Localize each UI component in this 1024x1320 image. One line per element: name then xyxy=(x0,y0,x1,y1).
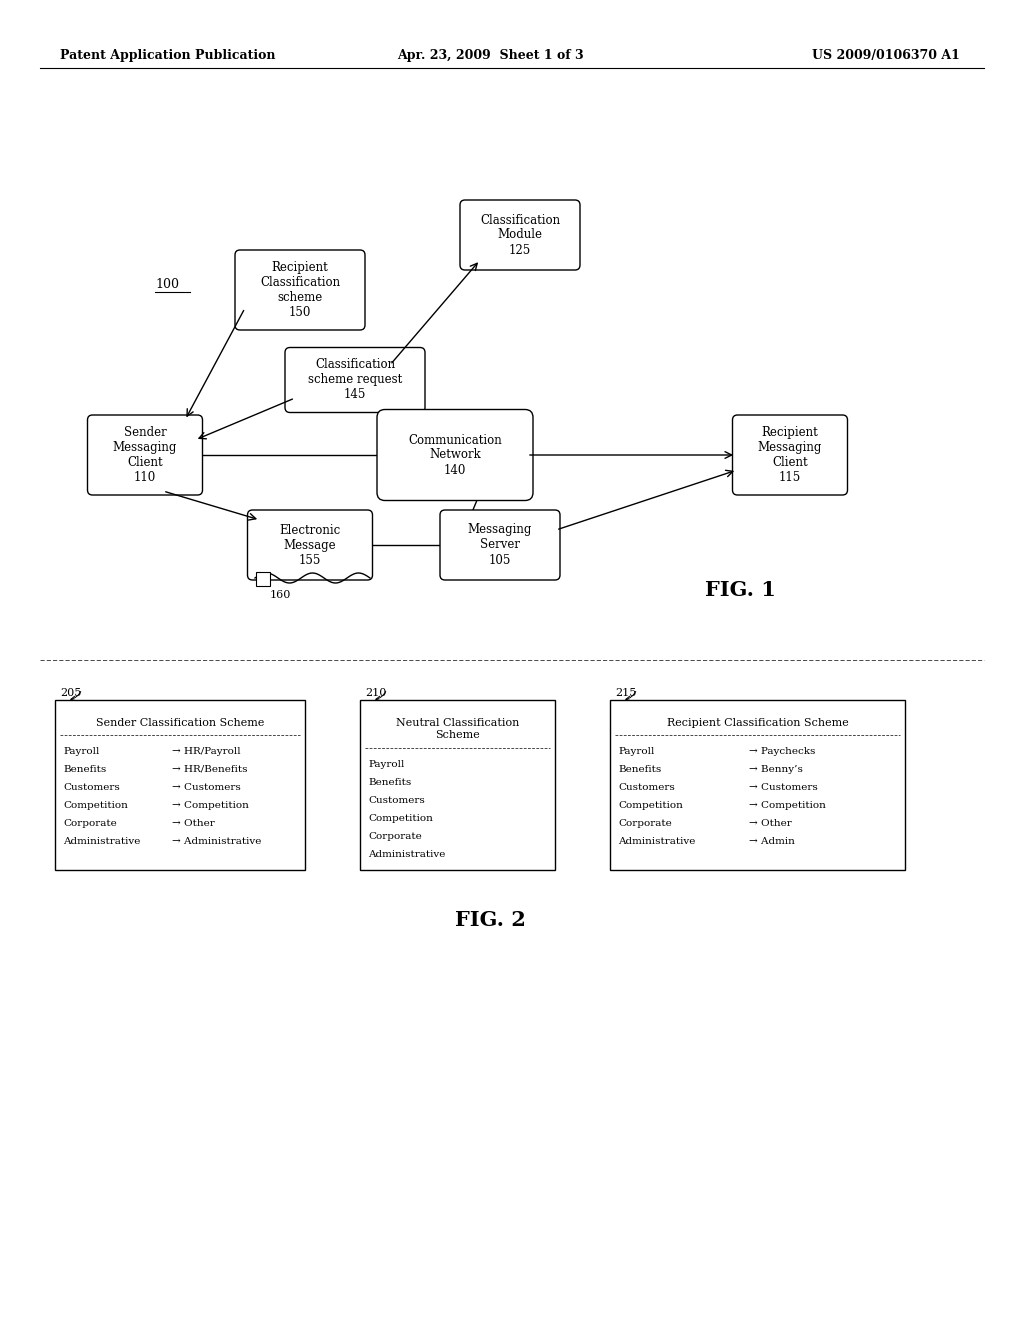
Text: → HR/Payroll: → HR/Payroll xyxy=(172,747,241,756)
Text: 100: 100 xyxy=(155,279,179,292)
Text: Corporate: Corporate xyxy=(368,832,422,841)
Text: → Admin: → Admin xyxy=(749,837,795,846)
Text: Customers: Customers xyxy=(368,796,425,805)
FancyBboxPatch shape xyxy=(234,249,365,330)
Bar xyxy=(360,700,555,870)
Text: US 2009/0106370 A1: US 2009/0106370 A1 xyxy=(812,49,961,62)
Text: Competition: Competition xyxy=(368,814,433,822)
Text: 160: 160 xyxy=(270,590,292,601)
Text: Benefits: Benefits xyxy=(618,766,662,774)
Text: → Customers: → Customers xyxy=(172,783,242,792)
Text: Electronic
Message
155: Electronic Message 155 xyxy=(280,524,341,566)
Text: Competition: Competition xyxy=(618,801,683,810)
Text: Patent Application Publication: Patent Application Publication xyxy=(60,49,275,62)
FancyBboxPatch shape xyxy=(460,201,580,271)
Text: 210: 210 xyxy=(365,688,386,698)
Text: → HR/Benefits: → HR/Benefits xyxy=(172,766,248,774)
FancyBboxPatch shape xyxy=(732,414,848,495)
FancyBboxPatch shape xyxy=(377,409,534,500)
Bar xyxy=(55,700,305,870)
Text: Payroll: Payroll xyxy=(63,747,99,756)
Text: Competition: Competition xyxy=(63,801,128,810)
Text: Recipient Classification Scheme: Recipient Classification Scheme xyxy=(667,718,848,729)
Text: Payroll: Payroll xyxy=(368,760,404,770)
Text: → Competition: → Competition xyxy=(749,801,825,810)
Text: → Administrative: → Administrative xyxy=(172,837,262,846)
Text: Administrative: Administrative xyxy=(63,837,140,846)
Text: Messaging
Server
105: Messaging Server 105 xyxy=(468,524,532,566)
Text: Benefits: Benefits xyxy=(63,766,106,774)
Text: Recipient
Classification
scheme
150: Recipient Classification scheme 150 xyxy=(260,261,340,319)
Bar xyxy=(256,572,270,586)
Text: Administrative: Administrative xyxy=(618,837,695,846)
Text: Communication
Network
140: Communication Network 140 xyxy=(409,433,502,477)
Text: Neutral Classification
Scheme: Neutral Classification Scheme xyxy=(396,718,519,739)
Text: FIG. 2: FIG. 2 xyxy=(455,909,525,931)
Text: 215: 215 xyxy=(615,688,636,698)
Text: Corporate: Corporate xyxy=(63,818,117,828)
Text: → Competition: → Competition xyxy=(172,801,250,810)
FancyBboxPatch shape xyxy=(285,347,425,412)
Text: Customers: Customers xyxy=(618,783,675,792)
Text: → Benny’s: → Benny’s xyxy=(749,766,803,774)
Text: Apr. 23, 2009  Sheet 1 of 3: Apr. 23, 2009 Sheet 1 of 3 xyxy=(396,49,584,62)
Text: → Customers: → Customers xyxy=(749,783,817,792)
Text: → Paychecks: → Paychecks xyxy=(749,747,815,756)
Text: Payroll: Payroll xyxy=(618,747,654,756)
Text: Sender
Messaging
Client
110: Sender Messaging Client 110 xyxy=(113,426,177,484)
Text: → Other: → Other xyxy=(172,818,215,828)
Text: Sender Classification Scheme: Sender Classification Scheme xyxy=(96,718,264,729)
FancyBboxPatch shape xyxy=(440,510,560,579)
Text: Corporate: Corporate xyxy=(618,818,672,828)
FancyBboxPatch shape xyxy=(87,414,203,495)
Text: Benefits: Benefits xyxy=(368,777,412,787)
Text: 205: 205 xyxy=(60,688,81,698)
Text: FIG. 1: FIG. 1 xyxy=(705,579,775,601)
FancyBboxPatch shape xyxy=(248,510,373,579)
Text: Recipient
Messaging
Client
115: Recipient Messaging Client 115 xyxy=(758,426,822,484)
Text: Administrative: Administrative xyxy=(368,850,445,859)
Bar xyxy=(610,700,905,870)
Text: Customers: Customers xyxy=(63,783,120,792)
Text: Classification
Module
125: Classification Module 125 xyxy=(480,214,560,256)
Text: → Other: → Other xyxy=(749,818,792,828)
Text: Classification
scheme request
145: Classification scheme request 145 xyxy=(308,359,402,401)
